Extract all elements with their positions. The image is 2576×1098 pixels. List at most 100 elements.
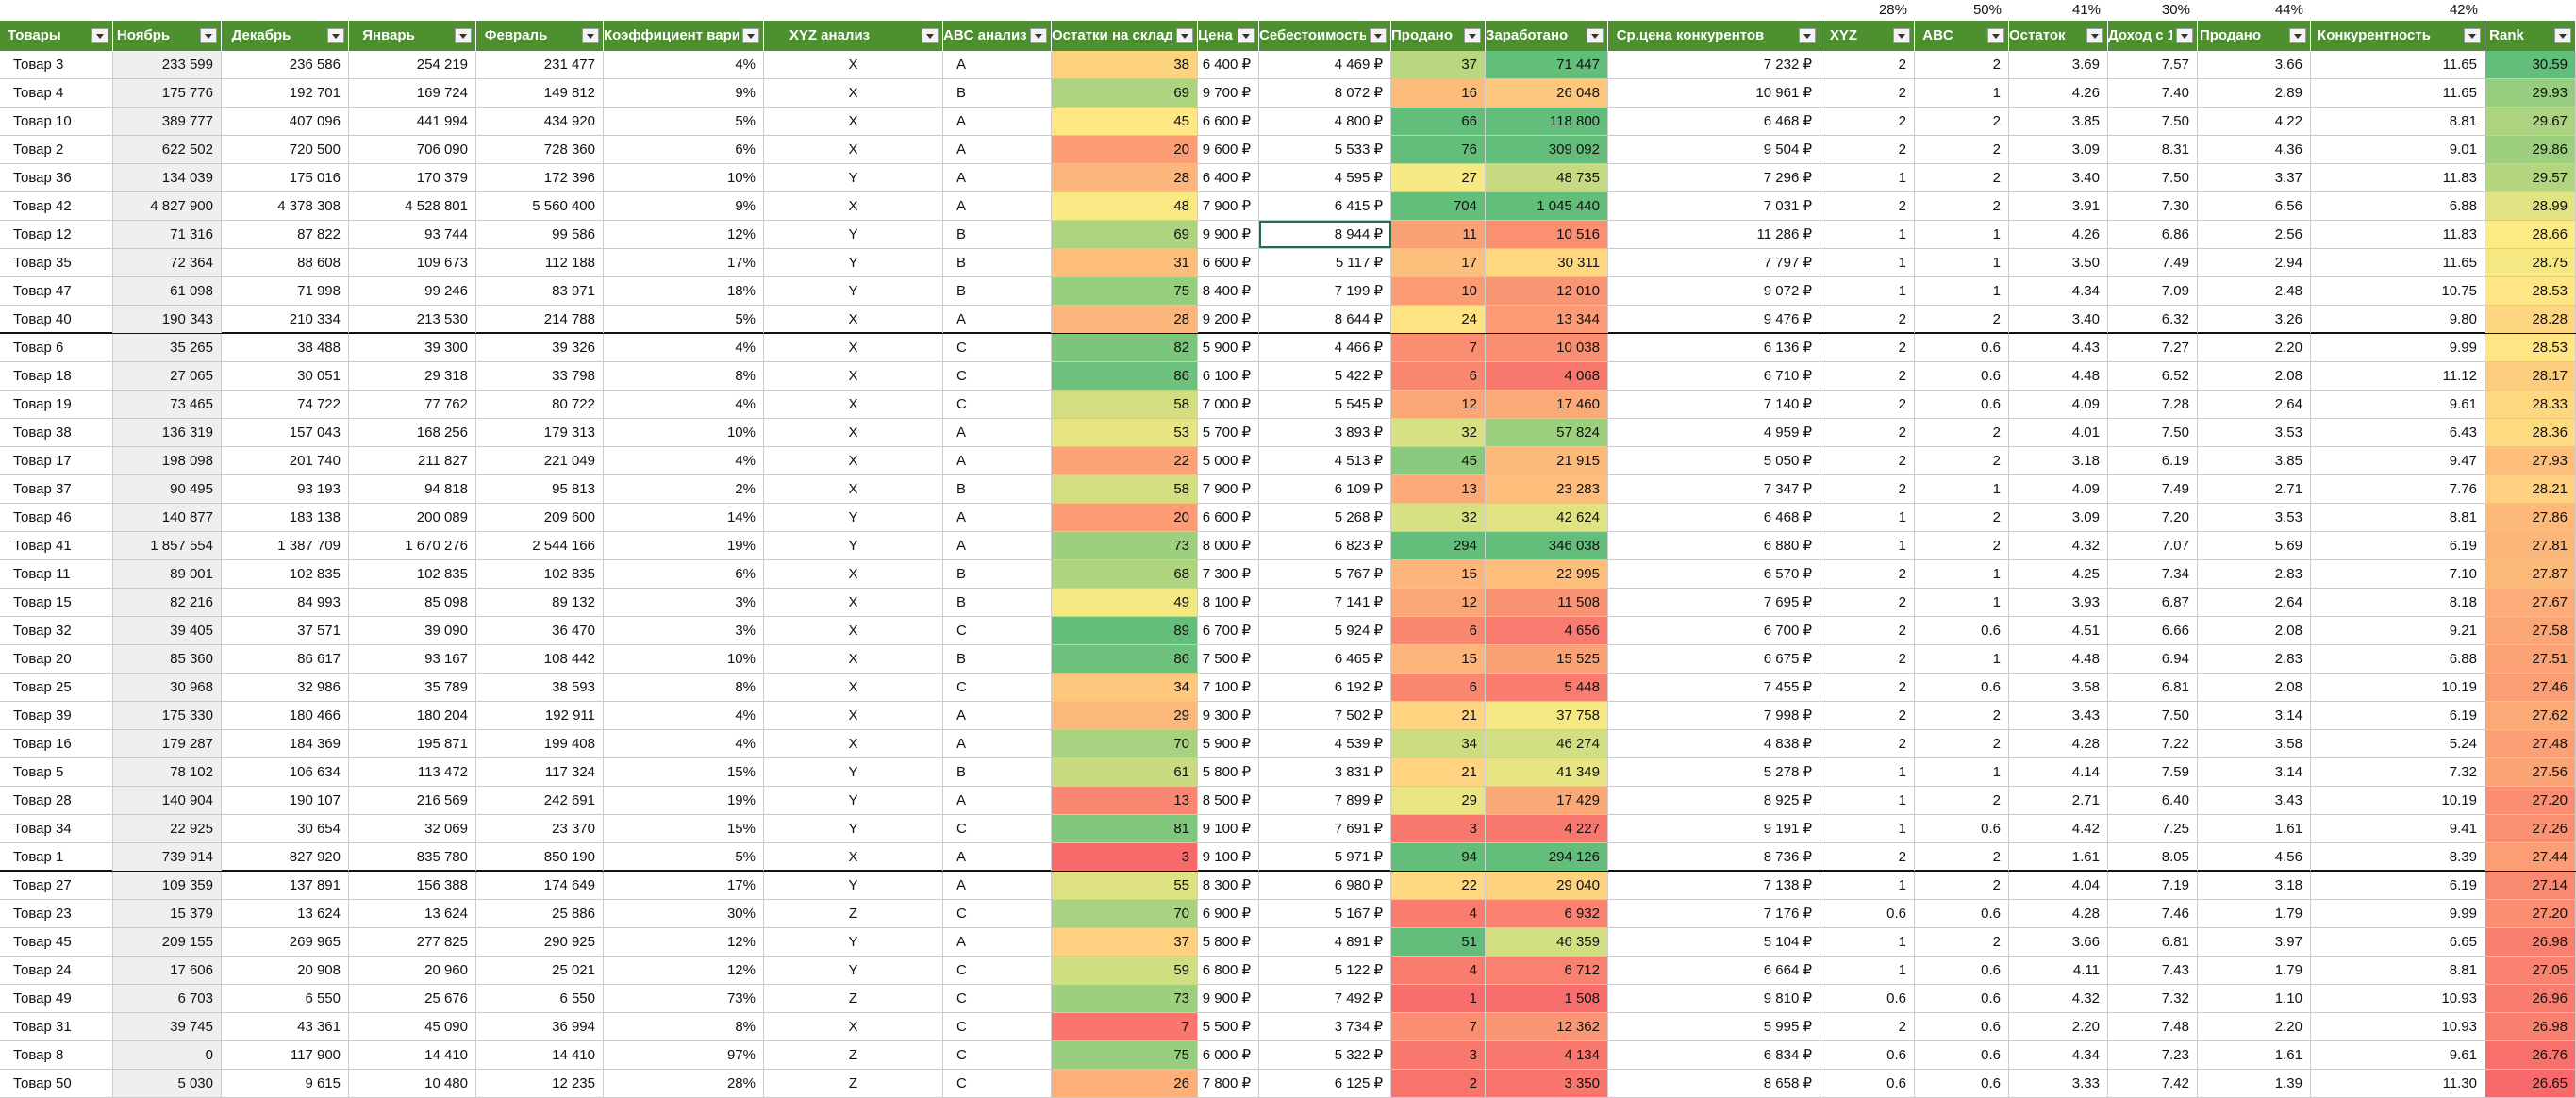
cell-sold[interactable]: 294 (1391, 532, 1486, 559)
cell-earned[interactable]: 13 344 (1486, 306, 1608, 333)
cell-variation-coef[interactable]: 8% (604, 362, 764, 390)
cell-december[interactable]: 84 993 (222, 589, 349, 616)
cell-cost[interactable]: 6 465 ₽ (1259, 645, 1391, 673)
cell-november[interactable]: 175 330 (113, 702, 222, 729)
cell-december[interactable]: 102 835 (222, 560, 349, 588)
cell-november[interactable]: 0 (113, 1041, 222, 1069)
cell-cost[interactable]: 5 533 ₽ (1259, 136, 1391, 163)
cell-december[interactable]: 37 571 (222, 617, 349, 644)
cell-income-score[interactable]: 7.59 (2108, 758, 2198, 786)
filter-dropdown-icon[interactable] (2176, 28, 2193, 43)
cell-abc-analysis[interactable]: A (943, 532, 1052, 559)
cell-competitiveness[interactable]: 6.88 (2311, 192, 2485, 220)
cell-cost[interactable]: 4 800 ₽ (1259, 108, 1391, 135)
cell-abc-score[interactable]: 1 (1915, 277, 2009, 305)
filter-dropdown-icon[interactable] (1370, 28, 1387, 43)
cell-abc-analysis[interactable]: A (943, 872, 1052, 899)
cell-xyz-analysis[interactable]: Z (764, 900, 943, 927)
cell-cost[interactable]: 6 823 ₽ (1259, 532, 1391, 559)
cell-competitor-price[interactable]: 7 455 ₽ (1608, 674, 1820, 701)
cell-xyz-score[interactable]: 1 (1820, 928, 1915, 956)
cell-competitor-price[interactable]: 7 232 ₽ (1608, 51, 1820, 78)
cell-competitiveness[interactable]: 11.30 (2311, 1070, 2485, 1097)
cell-sold[interactable]: 7 (1391, 1013, 1486, 1040)
cell-price[interactable]: 7 800 ₽ (1198, 1070, 1259, 1097)
cell-january[interactable]: 93 167 (349, 645, 476, 673)
cell-february[interactable]: 6 550 (476, 985, 604, 1012)
cell-price[interactable]: 7 900 ₽ (1198, 192, 1259, 220)
cell-stock[interactable]: 69 (1052, 221, 1198, 248)
cell-competitor-price[interactable]: 7 347 ₽ (1608, 475, 1820, 503)
cell-variation-coef[interactable]: 17% (604, 249, 764, 276)
cell-january[interactable]: 85 098 (349, 589, 476, 616)
cell-abc-score[interactable]: 1 (1915, 79, 2009, 107)
cell-rank[interactable]: 27.14 (2485, 872, 2576, 899)
cell-december[interactable]: 236 586 (222, 51, 349, 78)
cell-abc-analysis[interactable]: A (943, 306, 1052, 333)
cell-abc-score[interactable]: 2 (1915, 419, 2009, 446)
cell-sold-score[interactable]: 2.20 (2198, 1013, 2311, 1040)
cell-sold-score[interactable]: 4.36 (2198, 136, 2311, 163)
cell-cost[interactable]: 5 422 ₽ (1259, 362, 1391, 390)
cell-income-score[interactable]: 7.57 (2108, 51, 2198, 78)
cell-sold-score[interactable]: 3.53 (2198, 419, 2311, 446)
cell-abc-analysis[interactable]: C (943, 985, 1052, 1012)
cell-february[interactable]: 192 911 (476, 702, 604, 729)
cell-december[interactable]: 210 334 (222, 306, 349, 333)
cell-price[interactable]: 6 400 ₽ (1198, 164, 1259, 191)
cell-income-score[interactable]: 8.31 (2108, 136, 2198, 163)
cell-abc-analysis[interactable]: A (943, 51, 1052, 78)
cell-abc-score[interactable]: 1 (1915, 475, 2009, 503)
cell-xyz-analysis[interactable]: X (764, 79, 943, 107)
cell-february[interactable]: 214 788 (476, 306, 604, 333)
cell-january[interactable]: 39 300 (349, 334, 476, 361)
cell-xyz-analysis[interactable]: Y (764, 758, 943, 786)
cell-xyz-score[interactable]: 0.6 (1820, 1070, 1915, 1097)
cell-abc-analysis[interactable]: A (943, 843, 1052, 871)
cell-sold-score[interactable]: 2.48 (2198, 277, 2311, 305)
cell-rank[interactable]: 28.36 (2485, 419, 2576, 446)
cell-earned[interactable]: 5 448 (1486, 674, 1608, 701)
cell-competitor-price[interactable]: 8 658 ₽ (1608, 1070, 1820, 1097)
cell-february[interactable]: 117 324 (476, 758, 604, 786)
cell-xyz-analysis[interactable]: X (764, 617, 943, 644)
cell-xyz-score[interactable]: 2 (1820, 475, 1915, 503)
cell-variation-coef[interactable]: 3% (604, 617, 764, 644)
cell-stock[interactable]: 3 (1052, 843, 1198, 871)
cell-price[interactable]: 5 900 ₽ (1198, 334, 1259, 361)
cell-competitor-price[interactable]: 7 695 ₽ (1608, 589, 1820, 616)
filter-dropdown-icon[interactable] (582, 28, 599, 43)
cell-abc-analysis[interactable]: A (943, 504, 1052, 531)
cell-competitor-price[interactable]: 5 995 ₽ (1608, 1013, 1820, 1040)
cell-product[interactable]: Товар 25 (0, 674, 113, 701)
cell-income-score[interactable]: 6.19 (2108, 447, 2198, 474)
cell-abc-analysis[interactable]: C (943, 391, 1052, 418)
cell-income-score[interactable]: 6.81 (2108, 674, 2198, 701)
cell-stock-score[interactable]: 3.50 (2009, 249, 2108, 276)
cell-cost[interactable]: 7 899 ₽ (1259, 787, 1391, 814)
cell-variation-coef[interactable]: 30% (604, 900, 764, 927)
cell-income-score[interactable]: 7.22 (2108, 730, 2198, 757)
cell-variation-coef[interactable]: 5% (604, 843, 764, 871)
cell-xyz-score[interactable]: 0.6 (1820, 985, 1915, 1012)
cell-stock-score[interactable]: 4.09 (2009, 391, 2108, 418)
cell-income-score[interactable]: 8.05 (2108, 843, 2198, 871)
cell-price[interactable]: 9 600 ₽ (1198, 136, 1259, 163)
cell-stock[interactable]: 68 (1052, 560, 1198, 588)
cell-november[interactable]: 85 360 (113, 645, 222, 673)
cell-cost[interactable]: 6 980 ₽ (1259, 872, 1391, 899)
cell-competitiveness[interactable]: 9.61 (2311, 391, 2485, 418)
cell-competitiveness[interactable]: 5.24 (2311, 730, 2485, 757)
cell-abc-score[interactable]: 0.6 (1915, 900, 2009, 927)
cell-february[interactable]: 33 798 (476, 362, 604, 390)
cell-competitiveness[interactable]: 9.47 (2311, 447, 2485, 474)
cell-sold[interactable]: 12 (1391, 589, 1486, 616)
cell-variation-coef[interactable]: 9% (604, 192, 764, 220)
cell-competitiveness[interactable]: 8.39 (2311, 843, 2485, 871)
cell-variation-coef[interactable]: 15% (604, 815, 764, 842)
cell-november[interactable]: 389 777 (113, 108, 222, 135)
cell-december[interactable]: 175 016 (222, 164, 349, 191)
cell-stock-score[interactable]: 3.58 (2009, 674, 2108, 701)
cell-price[interactable]: 9 100 ₽ (1198, 843, 1259, 871)
cell-sold[interactable]: 3 (1391, 1041, 1486, 1069)
